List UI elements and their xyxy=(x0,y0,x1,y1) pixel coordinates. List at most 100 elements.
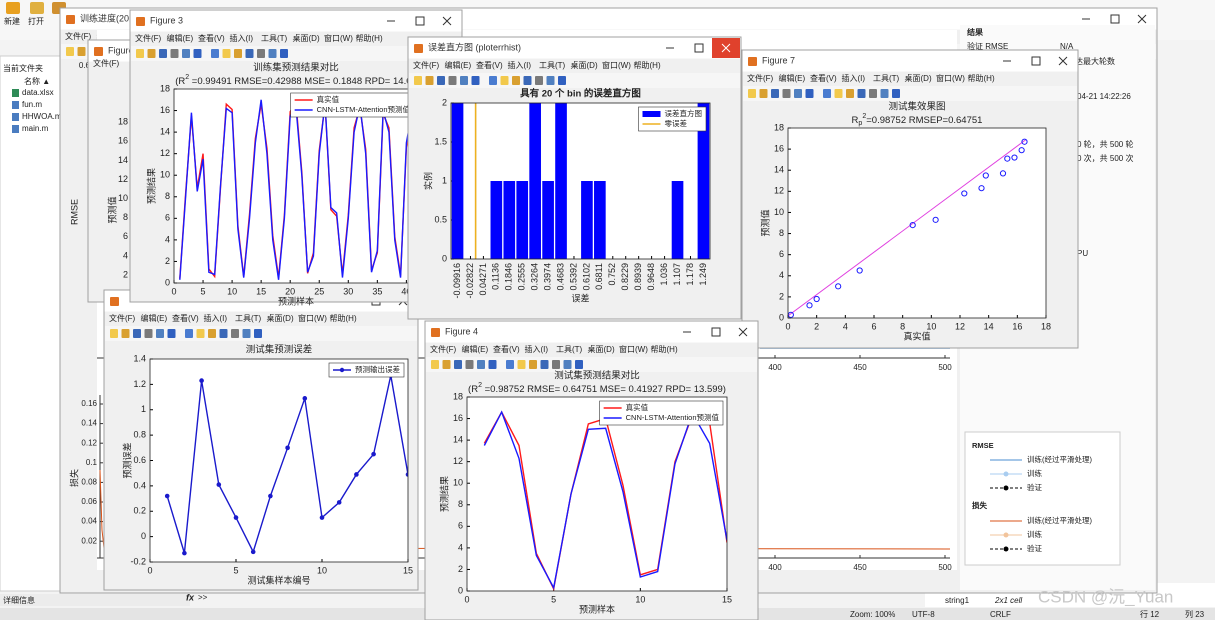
y-tick-label: 10 xyxy=(160,170,170,180)
tool-icon xyxy=(575,360,583,369)
bar xyxy=(697,103,710,259)
x-tick-label: 0 xyxy=(171,286,176,296)
window-icon xyxy=(431,328,440,337)
axes-box xyxy=(787,127,1047,319)
menu-item: 查看(V) xyxy=(493,344,520,354)
x-tick-label: 0.8939 xyxy=(633,263,643,291)
status-item: 列 23 xyxy=(1185,609,1205,619)
tool-icon xyxy=(506,360,514,369)
x-tick-label: 1.178 xyxy=(685,263,695,286)
maximize-button xyxy=(711,327,721,337)
toolbar-label: 打开 xyxy=(28,16,44,26)
x-tick-label: 0.6811 xyxy=(594,263,604,290)
y-tick-label: 12 xyxy=(160,148,170,158)
tool-icon xyxy=(437,76,445,85)
plot-area xyxy=(788,128,1046,318)
chart-subtitle: Rp2=0.98752 RMSEP=0.64751 xyxy=(852,113,983,127)
window: Figure 7 文件(F) 编辑(E) 查看(V) 插入(I) 工具(T) 桌面(D) 窗口… xyxy=(741,49,1079,349)
x-tick-label: 5 xyxy=(551,594,556,604)
tool-icon xyxy=(794,89,802,98)
x-tick-label: 10 xyxy=(635,594,645,604)
y-tick-label: 0 xyxy=(779,312,784,322)
x-tick-label: 0 xyxy=(785,321,790,331)
y-tick-label: 1.4 xyxy=(133,353,146,363)
x-tick-label: -0.02822 xyxy=(465,263,475,299)
tool-icon xyxy=(219,329,228,338)
x-tick-label: -0.09916 xyxy=(452,263,462,299)
window-icon xyxy=(94,47,103,56)
menu-item: 插入(I) xyxy=(842,73,866,83)
x-tick-label: 14 xyxy=(984,321,994,331)
x-tick-label: 0.3974 xyxy=(542,263,552,291)
marker xyxy=(302,396,308,401)
legend-label: 训练 xyxy=(1027,529,1043,539)
legend-swatch xyxy=(642,111,661,117)
marker xyxy=(199,378,204,383)
tool-icon xyxy=(254,329,262,338)
tool-icon xyxy=(748,89,756,98)
axis-label: 预测值 xyxy=(106,196,117,223)
tool-icon xyxy=(512,76,520,85)
menu-item: 插入(I) xyxy=(508,60,532,70)
subtitle-part: p xyxy=(858,120,862,127)
y-tick-label: 8 xyxy=(458,499,463,509)
x-tick-label: 25 xyxy=(314,286,324,296)
tool-icon xyxy=(211,49,219,58)
x-tick-label: 5 xyxy=(201,286,206,296)
tool-icon xyxy=(488,360,497,369)
x-axis-label: 预测样本 xyxy=(579,603,615,614)
legend-label: 训练(经过平滑处理) xyxy=(1027,454,1092,464)
tool-icon xyxy=(454,360,462,369)
status-item: 行 12 xyxy=(1140,609,1160,619)
y-tick-label: 18 xyxy=(160,83,170,93)
x-tick-label: 10 xyxy=(227,286,237,296)
x-tick-label: 450 xyxy=(853,363,867,372)
y-tick-label: 0.8 xyxy=(133,430,146,440)
y-tick-label: 18 xyxy=(774,122,784,132)
window-title: Figure 4 xyxy=(445,326,478,336)
menu-item: 窗口(W) xyxy=(324,33,353,43)
window-icon xyxy=(748,57,757,66)
y-tick-label: 2 xyxy=(165,256,170,266)
maximize-button xyxy=(1031,56,1041,66)
bar xyxy=(555,103,567,259)
tool-icon xyxy=(805,89,814,98)
x-tick-label: 5 xyxy=(233,565,238,575)
point xyxy=(999,170,1007,177)
result-text: 0 轮，共 500 轮 xyxy=(1077,139,1133,149)
legend-marker xyxy=(1003,532,1009,538)
legend-marker xyxy=(339,367,345,373)
menu-item: 文件(F) xyxy=(109,313,136,323)
bar xyxy=(503,181,516,259)
window: 误差直方图 (ploterrhist) 文件(F) 编辑(E) 查看(V) 插入(I) 工… xyxy=(407,36,742,320)
y-tick-label: 14 xyxy=(453,434,463,444)
tool-icon xyxy=(208,329,216,338)
title-bar xyxy=(408,37,741,59)
y-tick-label: 0.16 xyxy=(81,399,97,408)
tool-icon xyxy=(234,49,242,58)
bar xyxy=(451,103,464,259)
x-tick-label: 18 xyxy=(1041,321,1051,331)
plot-area xyxy=(174,89,418,283)
marker xyxy=(268,493,273,499)
menu-item: 文件(F) xyxy=(65,31,92,41)
y-axis-label: 预测误差 xyxy=(121,442,132,478)
toolbar xyxy=(409,73,740,88)
y-tick-label: 0.6 xyxy=(133,455,146,465)
point xyxy=(835,283,842,290)
marker xyxy=(405,472,408,477)
y-tick-label: 12 xyxy=(774,186,784,196)
marker xyxy=(216,482,222,487)
y-tick-label: 0.5 xyxy=(434,214,447,224)
tool-icon xyxy=(546,76,555,85)
tool-icon xyxy=(167,329,176,338)
legend: 预测输出误差 xyxy=(328,362,405,378)
menu-item: 桌面(D) xyxy=(571,60,598,70)
x-tick-label: 12 xyxy=(955,321,965,331)
legend-box xyxy=(599,400,724,426)
bar xyxy=(581,181,593,259)
marker xyxy=(182,550,187,556)
tool-icon xyxy=(823,89,831,98)
y-tick-label: 0.14 xyxy=(81,419,97,428)
menu-item: 窗口(W) xyxy=(936,73,965,83)
